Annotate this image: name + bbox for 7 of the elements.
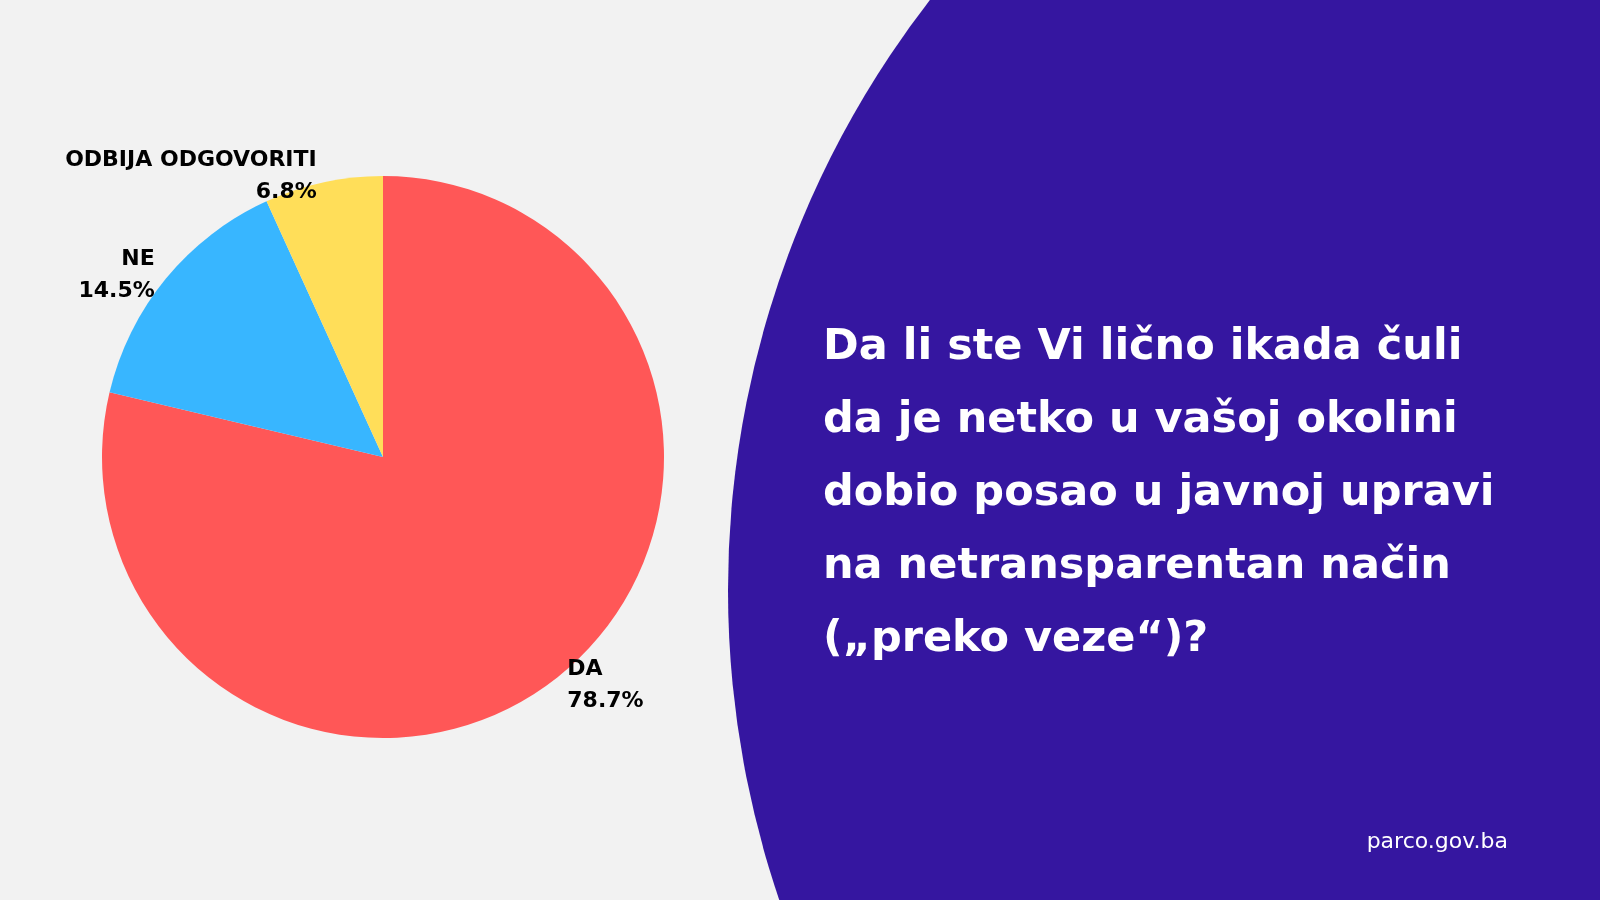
text: Da li ste Vi lično ikada čuli da je netko u vašoj okolini dobio posao u javnoj upravi na netransparentan način („preko veze“)? (823, 318, 1496, 663)
text: parco.gov.ba (1366, 828, 1508, 853)
slice-label: NE (121, 244, 155, 270)
data-label: 78.7% (567, 687, 644, 713)
data-label: 14.5% (78, 276, 155, 302)
slice-label: DA (567, 655, 603, 681)
slice-label: ODBIJA ODGOVORITI (65, 146, 317, 172)
